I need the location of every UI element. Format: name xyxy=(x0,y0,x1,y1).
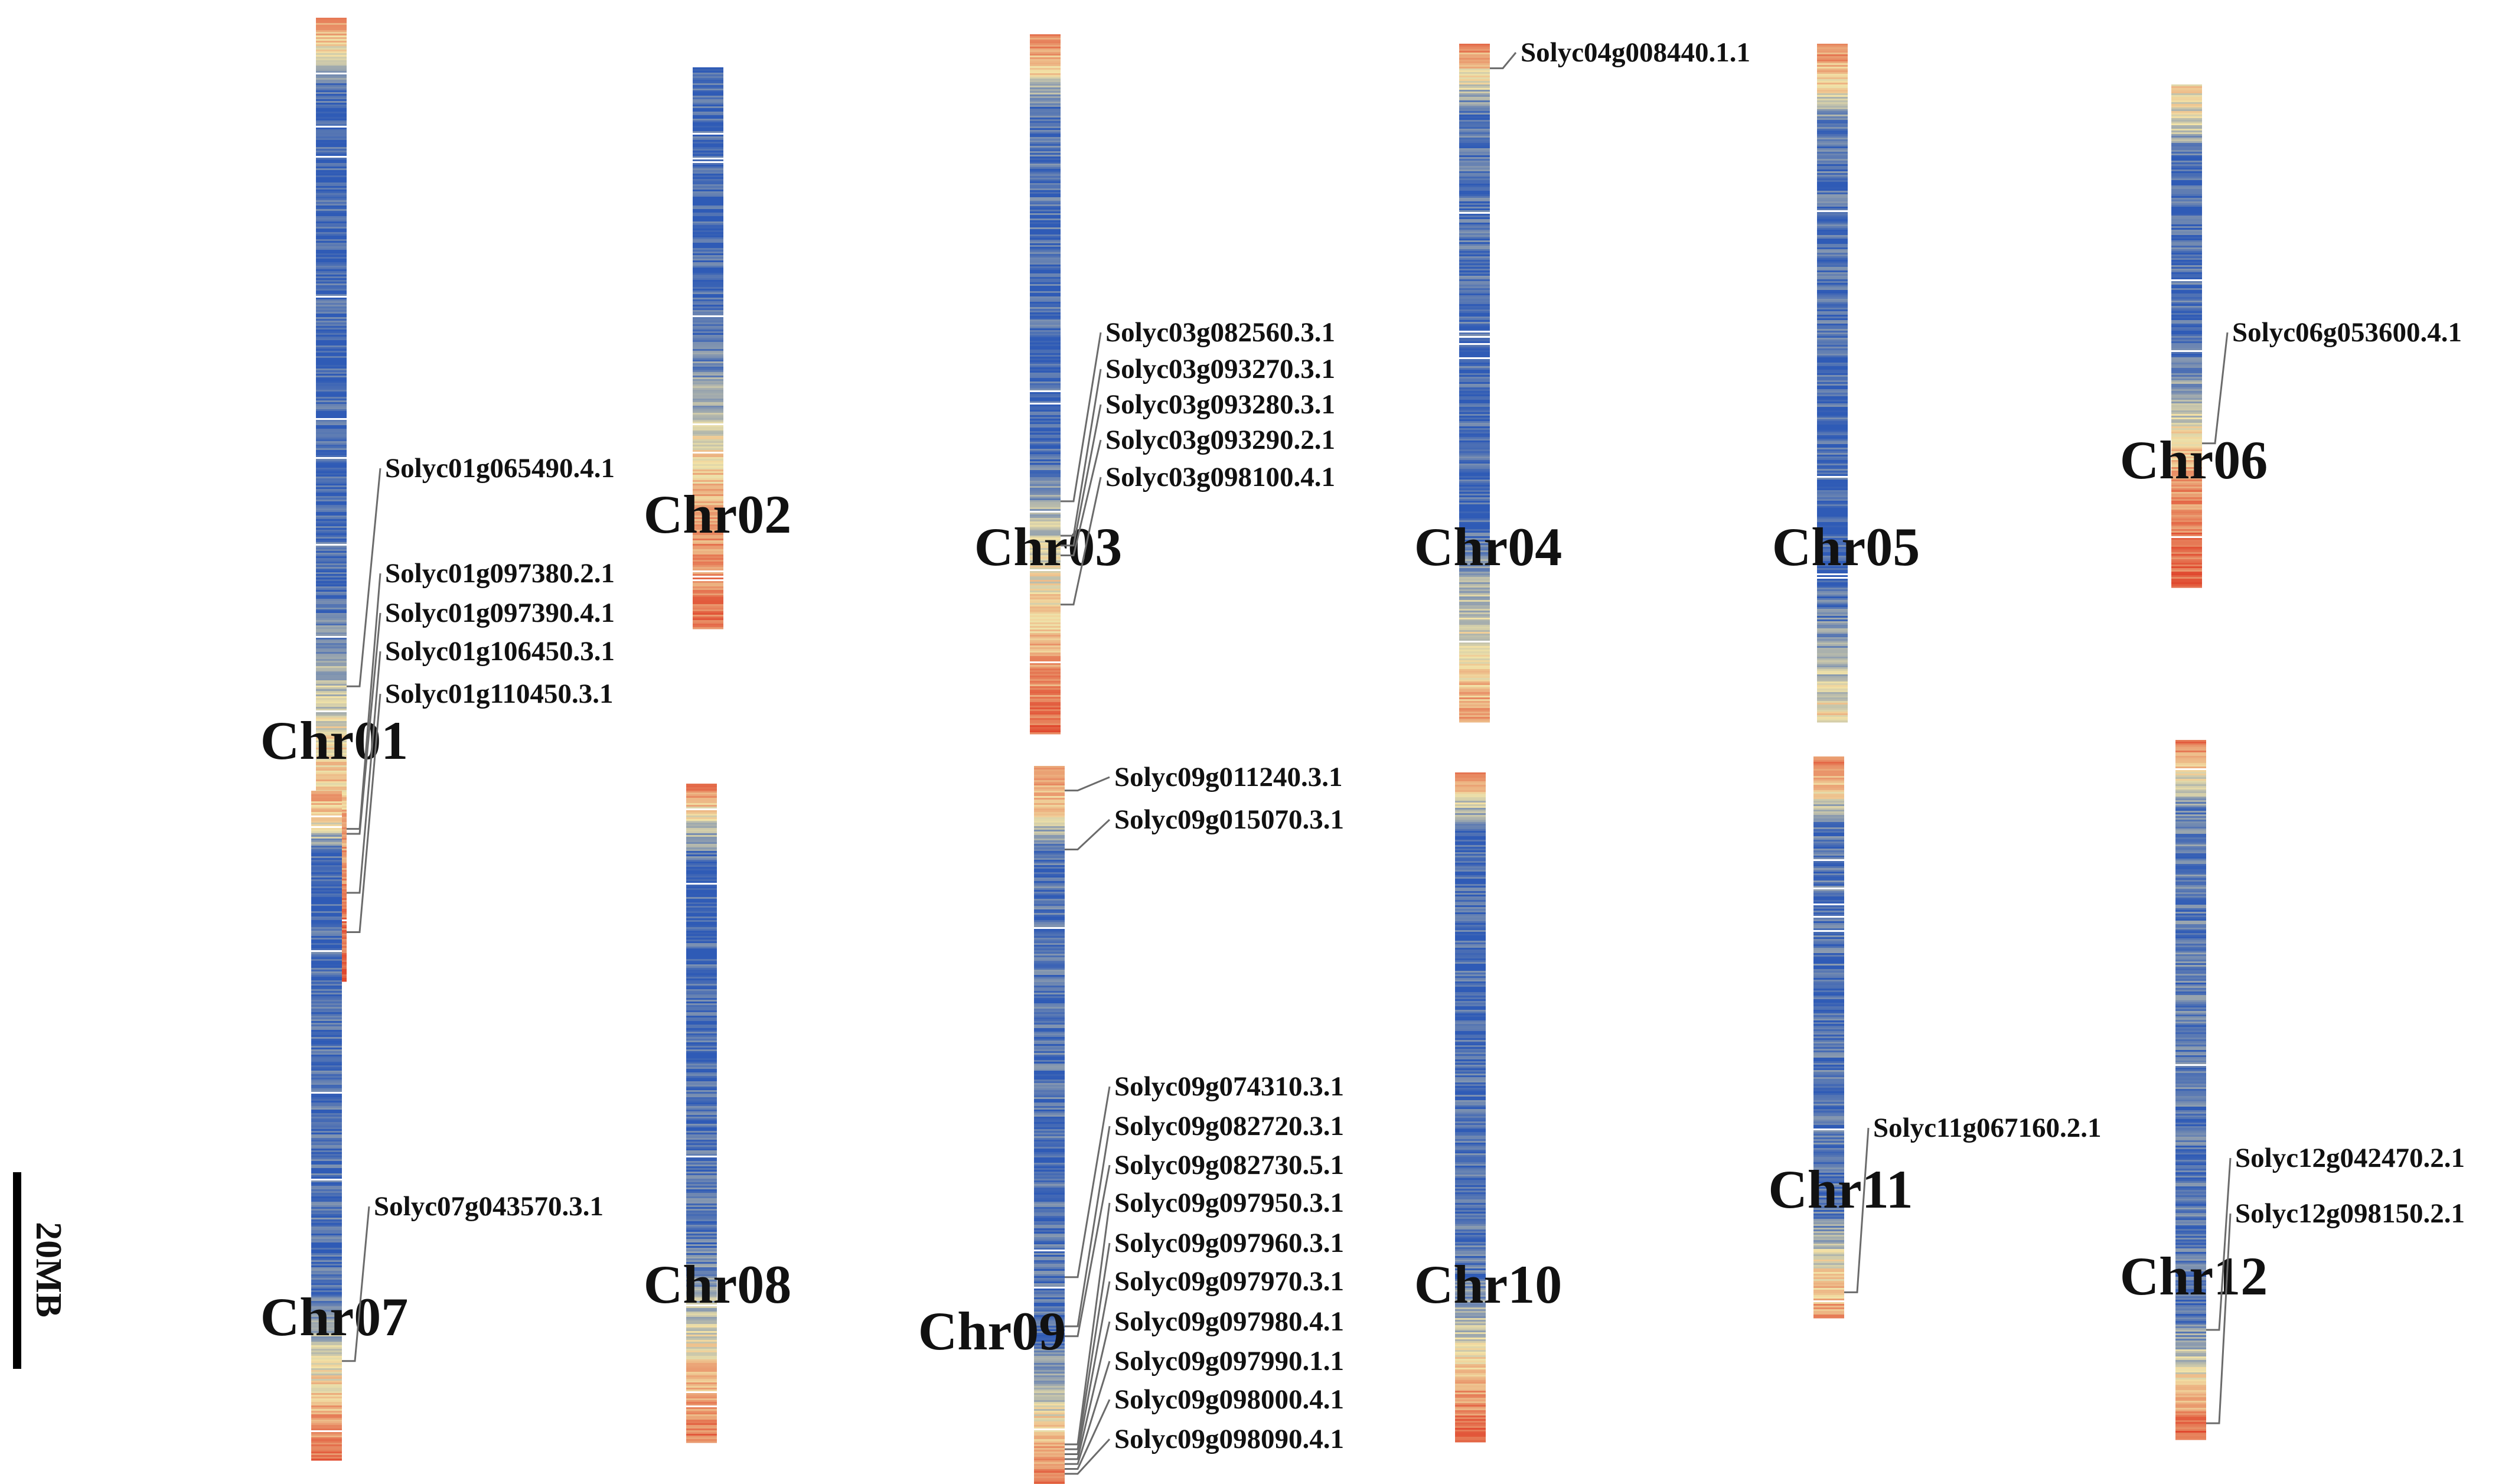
gene-leader-line xyxy=(2202,332,2229,445)
chromosome-label: Chr04 xyxy=(1414,517,1562,577)
chromosome-label: Chr09 xyxy=(918,1301,1066,1361)
chromosome-density-bar xyxy=(686,784,717,1443)
gene-label: Solyc03g082560.3.1 xyxy=(1105,317,1335,348)
chromosome-chr07: Chr07 Solyc07g043570.3.1 xyxy=(260,791,604,1461)
chromosome-density-bar xyxy=(693,67,723,630)
chromosome-chr06: Chr06 Solyc06g053600.4.1 xyxy=(2120,84,2462,588)
gene-label: Solyc01g097390.4.1 xyxy=(385,598,615,628)
chromosome-chr04: Chr04 Solyc04g008440.1.1 xyxy=(1414,37,1750,723)
gene-label: Solyc03g098100.4.1 xyxy=(1105,462,1335,493)
gene-leader-line xyxy=(2206,1213,2232,1424)
gene-leader-line xyxy=(1065,818,1111,851)
gene-leader-line xyxy=(1844,1127,1870,1293)
chromosome-density-bar xyxy=(1813,756,1844,1319)
gene-leader-line xyxy=(347,693,381,933)
gene-leader-line xyxy=(347,651,381,894)
gene-leader-line xyxy=(1065,1086,1111,1278)
chromosome-density-bar xyxy=(2171,84,2202,588)
gene-label: Solyc11g067160.2.1 xyxy=(1873,1113,2101,1143)
gene-label: Solyc01g065490.4.1 xyxy=(385,453,615,484)
gene-leader-line xyxy=(1065,776,1110,792)
gene-label: Solyc09g097980.4.1 xyxy=(1114,1306,1344,1337)
chromosome-chr12: Chr12 Solyc12g042470.2.1 Solyc12g098150.2.… xyxy=(2120,740,2465,1440)
gene-label: Solyc01g106450.3.1 xyxy=(385,636,615,667)
chromosome-density-bar xyxy=(1459,44,1490,723)
gene-label: Solyc09g082730.5.1 xyxy=(1114,1150,1344,1180)
scale-bar: 20MB xyxy=(13,1172,68,1369)
chromosome-chr03: Chr03 Solyc03g082560.3.1 Solyc03g093270.3.… xyxy=(974,34,1335,735)
gene-leader-line xyxy=(342,1206,370,1362)
chromosome-label: Chr08 xyxy=(644,1254,791,1315)
gene-leader-line xyxy=(1061,404,1102,547)
gene-label: Solyc09g082720.3.1 xyxy=(1114,1111,1344,1141)
chromosome-label: Chr11 xyxy=(1768,1159,1913,1219)
gene-leader-line xyxy=(1065,1399,1111,1470)
gene-leader-line xyxy=(2206,1157,2232,1331)
gene-label: Solyc09g011240.3.1 xyxy=(1114,762,1342,792)
gene-label: Solyc03g093270.3.1 xyxy=(1105,354,1335,384)
gene-leader-line xyxy=(1065,1242,1111,1450)
gene-leader-line xyxy=(1061,368,1102,537)
gene-label: Solyc09g097970.3.1 xyxy=(1114,1266,1344,1297)
chromosome-density-bar xyxy=(1034,766,1065,1484)
gene-label: Solyc12g042470.2.1 xyxy=(2235,1143,2465,1173)
gene-label: Solyc09g015070.3.1 xyxy=(1114,804,1344,835)
gene-leader-line xyxy=(1065,1361,1111,1465)
chromosome-density-bar xyxy=(1030,34,1061,735)
chromosome-chr02: Chr02 xyxy=(644,67,791,630)
chromosome-label: Chr07 xyxy=(260,1287,408,1347)
chromosome-label: Chr01 xyxy=(260,710,408,771)
gene-label: Solyc01g097380.2.1 xyxy=(385,558,615,589)
gene-label: Solyc12g098150.2.1 xyxy=(2235,1198,2465,1229)
gene-label: Solyc09g074310.3.1 xyxy=(1114,1071,1344,1102)
gene-label: Solyc01g110450.3.1 xyxy=(385,679,613,709)
chromosome-chr08: Chr08 xyxy=(644,784,791,1443)
chromosome-label: Chr03 xyxy=(974,517,1122,577)
chromosome-density-bar xyxy=(1817,44,1848,723)
chromosome-density-bar xyxy=(1455,772,1486,1443)
gene-leader-line xyxy=(1065,1438,1111,1475)
gene-label: Solyc09g097990.1.1 xyxy=(1114,1346,1344,1377)
chromosome-density-bar xyxy=(2175,740,2206,1440)
chromosome-label: Chr10 xyxy=(1414,1254,1562,1315)
chromosome-chr09: Chr09 Solyc09g011240.3.1 Solyc09g015070.3.… xyxy=(918,762,1344,1484)
chromosome-label: Chr05 xyxy=(1772,517,1920,577)
gene-label: Solyc09g098000.4.1 xyxy=(1114,1384,1344,1415)
gene-leader-line xyxy=(1490,52,1517,70)
gene-label: Solyc03g093290.2.1 xyxy=(1105,425,1335,455)
gene-leader-line xyxy=(1065,1321,1111,1460)
gene-leader-line xyxy=(347,612,381,835)
gene-leader-line xyxy=(1065,1126,1111,1328)
gene-label: Solyc09g097960.3.1 xyxy=(1114,1228,1344,1258)
gene-leader-line xyxy=(1061,477,1102,606)
gene-leader-line xyxy=(1065,1165,1111,1338)
chromosome-label: Chr06 xyxy=(2120,430,2268,490)
gene-label: Solyc03g093280.3.1 xyxy=(1105,389,1335,420)
gene-label: Solyc07g043570.3.1 xyxy=(374,1191,604,1222)
chromosome-chr05: Chr05 xyxy=(1772,44,1920,723)
chromosome-label: Chr02 xyxy=(644,484,791,544)
chromosome-label: Chr12 xyxy=(2120,1246,2268,1306)
chromosome-set: Chr01 Solyc01g065490.4.1 Solyc01g097380.2.… xyxy=(260,18,2465,1484)
chromosome-chr11: Chr11 Solyc11g067160.2.1 xyxy=(1768,756,2101,1319)
scale-bar-label: 20MB xyxy=(28,1222,68,1317)
gene-label: Solyc04g008440.1.1 xyxy=(1521,37,1750,68)
gene-label: Solyc09g097950.3.1 xyxy=(1114,1188,1344,1218)
chromosome-chr10: Chr10 xyxy=(1414,772,1562,1443)
gene-label: Solyc09g098090.4.1 xyxy=(1114,1424,1344,1454)
gene-leader-line xyxy=(1061,439,1102,556)
gene-leader-line xyxy=(347,468,381,687)
gene-leader-line xyxy=(1065,1281,1111,1455)
chromosome-density-bar xyxy=(311,791,342,1461)
gene-label: Solyc06g053600.4.1 xyxy=(2232,317,2462,348)
gene-leader-line xyxy=(1061,332,1102,503)
